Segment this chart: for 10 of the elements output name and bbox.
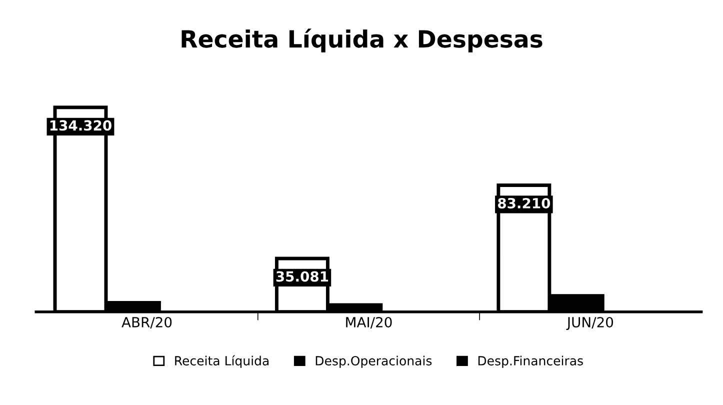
- data-label: 35.081: [276, 271, 328, 282]
- data-label: 83.210: [498, 198, 550, 208]
- x-tick-label: ABR/20: [122, 316, 172, 329]
- chart-title: Receita Líquida x Despesas: [182, 28, 542, 52]
- legend-label: Receita Líquida: [175, 355, 269, 368]
- x-tick-label: MAI/20: [346, 316, 392, 329]
- legend-label: Desp.Financeiras: [478, 356, 583, 368]
- data-label: 134.320: [50, 120, 112, 131]
- x-tick-label: JUN/20: [566, 316, 614, 330]
- legend-label: Desp.Operacionais: [316, 356, 432, 368]
